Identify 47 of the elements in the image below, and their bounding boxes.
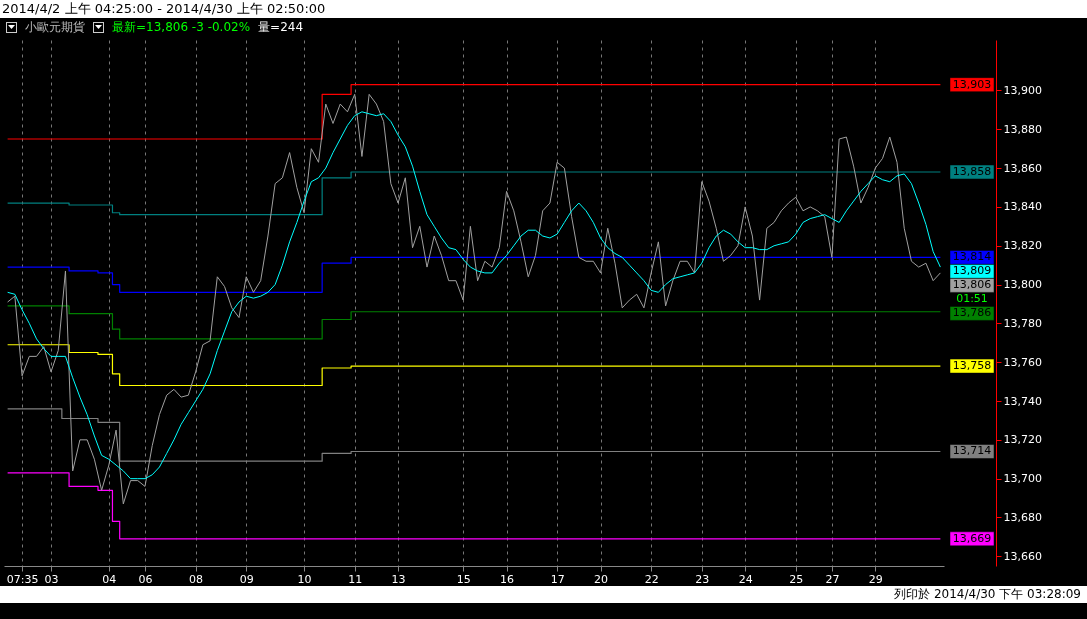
x-tick-label: 20 [594, 572, 609, 586]
data-label: 13,858 [952, 164, 992, 178]
x-tick-label: 29 [868, 572, 883, 586]
x-tick-label: 11 [348, 572, 363, 586]
data-label: 13,806 [952, 278, 992, 292]
data-label: 13,814 [952, 250, 992, 264]
x-tick-label: 27 [825, 572, 840, 586]
x-tick-label: 17 [550, 572, 565, 586]
y-tick-label: 13,700 [1003, 472, 1042, 486]
text: 量=244 [258, 20, 304, 34]
x-tick-label: 10 [297, 572, 312, 586]
y-tick-label: 13,720 [1003, 433, 1042, 447]
chart-title: 2014/4/2 上午 04:25:00 - 2014/4/30 上午 02:50:00 [0, 0, 1087, 18]
y-tick-label: 13,780 [1003, 316, 1042, 330]
y-tick-label: 13,660 [1003, 549, 1042, 563]
chart-subtitle: 小歐元期貨 [25, 20, 85, 34]
x-tick-label: 22 [644, 572, 659, 586]
text: 最新=13,806 -3 -0.02% [112, 20, 251, 34]
x-tick-label: 15 [456, 572, 471, 586]
y-tick-label: 13,840 [1003, 200, 1042, 214]
y-tick-label: 13,740 [1003, 394, 1042, 408]
x-tick-label: 24 [738, 572, 753, 586]
x-tick-label: 09 [239, 572, 254, 586]
y-tick-label: 13,900 [1003, 83, 1042, 97]
y-tick-label: 13,680 [1003, 510, 1042, 524]
y-tick-label: 13,820 [1003, 239, 1042, 253]
y-tick-label: 13,880 [1003, 122, 1042, 136]
x-tick-label: 13 [391, 572, 406, 586]
x-tick-label: 16 [500, 572, 515, 586]
x-tick-label: 07:35 [6, 572, 39, 586]
data-label: 13,714 [952, 444, 992, 458]
data-label: 13,786 [952, 306, 992, 320]
text: 01:51 [956, 292, 988, 306]
data-label: 13,669 [952, 531, 992, 545]
y-tick-label: 13,800 [1003, 278, 1042, 292]
y-tick-label: 13,760 [1003, 355, 1042, 369]
x-tick-label: 03 [44, 572, 59, 586]
x-tick-label: 08 [189, 572, 204, 586]
data-label: 13,809 [952, 264, 992, 278]
text: 列印於 2014/4/30 下午 03:28:09 [0, 586, 1087, 603]
x-tick-label: 06 [138, 572, 153, 586]
x-tick-label: 04 [102, 572, 117, 586]
y-tick-label: 13,860 [1003, 161, 1042, 175]
x-tick-label: 23 [695, 572, 710, 586]
x-tick-label: 25 [789, 572, 804, 586]
data-label: 13,758 [952, 359, 992, 373]
data-label: 13,903 [952, 77, 992, 91]
